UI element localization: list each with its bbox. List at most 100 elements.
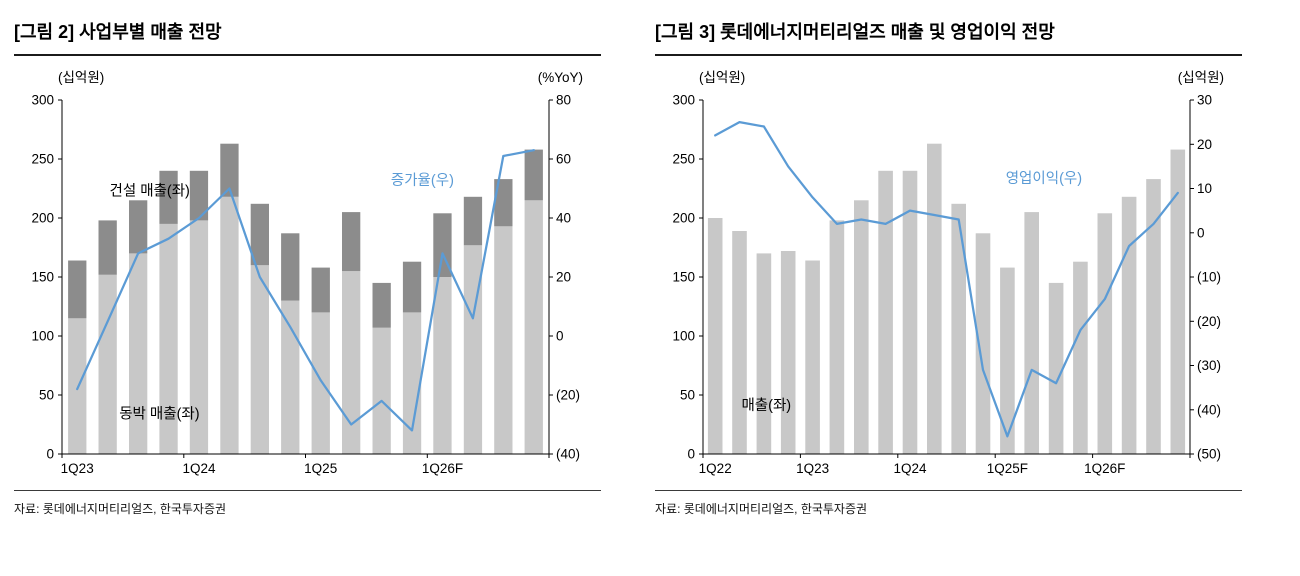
chart-text: 80 <box>556 93 571 108</box>
chart-text: 50 <box>680 388 695 403</box>
bar-copper-foil-revenue <box>98 274 117 454</box>
chart-text: (40) <box>556 447 580 462</box>
bar-copper-foil-revenue <box>68 318 87 454</box>
chart-text: 200 <box>672 211 695 226</box>
chart-text: (십억원) <box>699 70 745 85</box>
chart-text: 건설 매출(좌) <box>110 183 190 200</box>
bar-revenue <box>780 251 796 454</box>
bar-revenue <box>829 220 845 454</box>
chart-text: (%YoY) <box>538 70 583 85</box>
bar-construction-revenue <box>159 170 178 224</box>
figure-2-title: [그림 2] 사업부별 매출 전망 <box>14 22 222 42</box>
chart-text: 0 <box>1197 225 1205 240</box>
bar-construction-revenue <box>494 179 513 227</box>
chart-text: 1Q26F <box>1084 461 1125 476</box>
chart-text: 300 <box>31 93 54 108</box>
bar-construction-revenue <box>250 203 269 266</box>
chart-text: 40 <box>556 211 571 226</box>
chart-text: 1Q24 <box>893 461 927 476</box>
chart-text: (50) <box>1197 447 1221 462</box>
chart-text: 10 <box>1197 181 1212 196</box>
chart-text: (십억원) <box>58 70 104 85</box>
bar-copper-foil-revenue <box>311 312 330 454</box>
bar-revenue <box>756 253 772 454</box>
chart-text: 1Q24 <box>182 461 216 476</box>
chart-text: 200 <box>31 211 54 226</box>
chart-text: 20 <box>556 270 571 285</box>
bar-revenue <box>1048 282 1064 454</box>
figure-3-title-rule <box>655 54 1242 56</box>
bar-copper-foil-revenue <box>433 277 452 454</box>
bar-construction-revenue <box>402 261 422 313</box>
chart-text: 250 <box>31 152 54 167</box>
bar-copper-foil-revenue <box>159 223 178 454</box>
bar-revenue <box>1170 149 1186 454</box>
chart-text: 영업이익(우) <box>1006 170 1082 187</box>
bar-copper-foil-revenue <box>524 200 543 454</box>
bar-revenue <box>805 260 820 454</box>
bar-construction-revenue <box>281 233 300 301</box>
chart-text: 1Q26F <box>422 461 463 476</box>
chart-text: 1Q22 <box>699 461 732 476</box>
bar-copper-foil-revenue <box>129 253 148 454</box>
chart-text: 0 <box>46 447 54 462</box>
bar-revenue <box>732 231 747 454</box>
chart-text: 0 <box>556 329 564 344</box>
chart-text: 150 <box>31 270 54 285</box>
chart-text: 50 <box>39 388 54 403</box>
bar-construction-revenue <box>129 200 148 254</box>
bar-copper-foil-revenue <box>342 271 361 454</box>
chart-text: (10) <box>1197 270 1221 285</box>
chart-text: 동박 매출(좌) <box>119 406 199 423</box>
bar-revenue <box>951 203 966 454</box>
chart-text: 20 <box>1197 137 1212 152</box>
figure-2-chart: 0 50 100 150 200 250 300 (40) (20) 0 20 40 60 80 1Q23 1… <box>31 70 583 476</box>
bar-revenue <box>902 170 918 455</box>
chart-text: 250 <box>672 152 695 167</box>
chart-text: (30) <box>1197 358 1221 373</box>
bar-copper-foil-revenue <box>220 196 239 455</box>
bar-copper-foil-revenue <box>250 265 269 454</box>
line-yoy-growth <box>76 149 535 432</box>
bar-revenue <box>975 233 991 454</box>
chart-text: (20) <box>1197 314 1221 329</box>
figure-3-chart: 050100150200250300(50)(40)(30)(20)(10)01… <box>672 70 1224 476</box>
bar-revenue <box>1146 179 1161 454</box>
bar-copper-foil-revenue <box>402 312 422 454</box>
chart-text: 1Q25F <box>987 461 1028 476</box>
figure-2-source: 자료: 롯데에너지머티리얼즈, 한국투자증권 <box>14 502 227 516</box>
chart-text: 30 <box>1197 93 1212 108</box>
bar-construction-revenue <box>68 260 87 319</box>
chart-text: (40) <box>1197 402 1221 417</box>
chart-text: 100 <box>672 329 695 344</box>
bar-copper-foil-revenue <box>372 327 391 454</box>
bar-construction-revenue <box>463 196 483 246</box>
bar-construction-revenue <box>98 220 117 275</box>
bar-construction-revenue <box>311 267 330 313</box>
figure-3-source: 자료: 롯데에너지머티리얼즈, 한국투자증권 <box>655 502 868 516</box>
bar-revenue <box>1121 196 1137 455</box>
bar-revenue <box>854 200 869 454</box>
chart-text: 60 <box>556 152 571 167</box>
bar-construction-revenue <box>524 149 543 201</box>
bar-revenue <box>1024 212 1039 454</box>
bar-copper-foil-revenue <box>281 300 300 454</box>
bar-revenue <box>1097 213 1113 454</box>
chart-text: 100 <box>31 329 54 344</box>
line-operating-profit <box>714 120 1179 438</box>
figure-3-title: [그림 3] 롯데에너지머티리얼즈 매출 및 영업이익 전망 <box>655 22 1055 42</box>
figure-2: [그림 2] 사업부별 매출 전망 0 50 100 150 200 250 300 (40)… <box>14 10 601 517</box>
bar-construction-revenue <box>189 170 209 221</box>
chart-text: (십억원) <box>1178 70 1224 85</box>
figure-3-source-rule <box>655 490 1242 491</box>
chart-text: 1Q25 <box>304 461 337 476</box>
page: [그림 2] 사업부별 매출 전망 0 50 100 150 200 250 300 (40)… <box>14 10 1242 517</box>
chart-text: 0 <box>687 447 695 462</box>
bar-copper-foil-revenue <box>494 226 513 454</box>
figure-2-source-rule <box>14 490 601 491</box>
figure-3: [그림 3] 롯데에너지머티리얼즈 매출 및 영업이익 전망 0 50 100 150… <box>655 10 1242 517</box>
chart-text: (20) <box>556 388 580 403</box>
bar-revenue <box>1073 261 1088 454</box>
bar-copper-foil-revenue <box>463 245 483 454</box>
chart-text: 증가율(우) <box>391 172 454 189</box>
